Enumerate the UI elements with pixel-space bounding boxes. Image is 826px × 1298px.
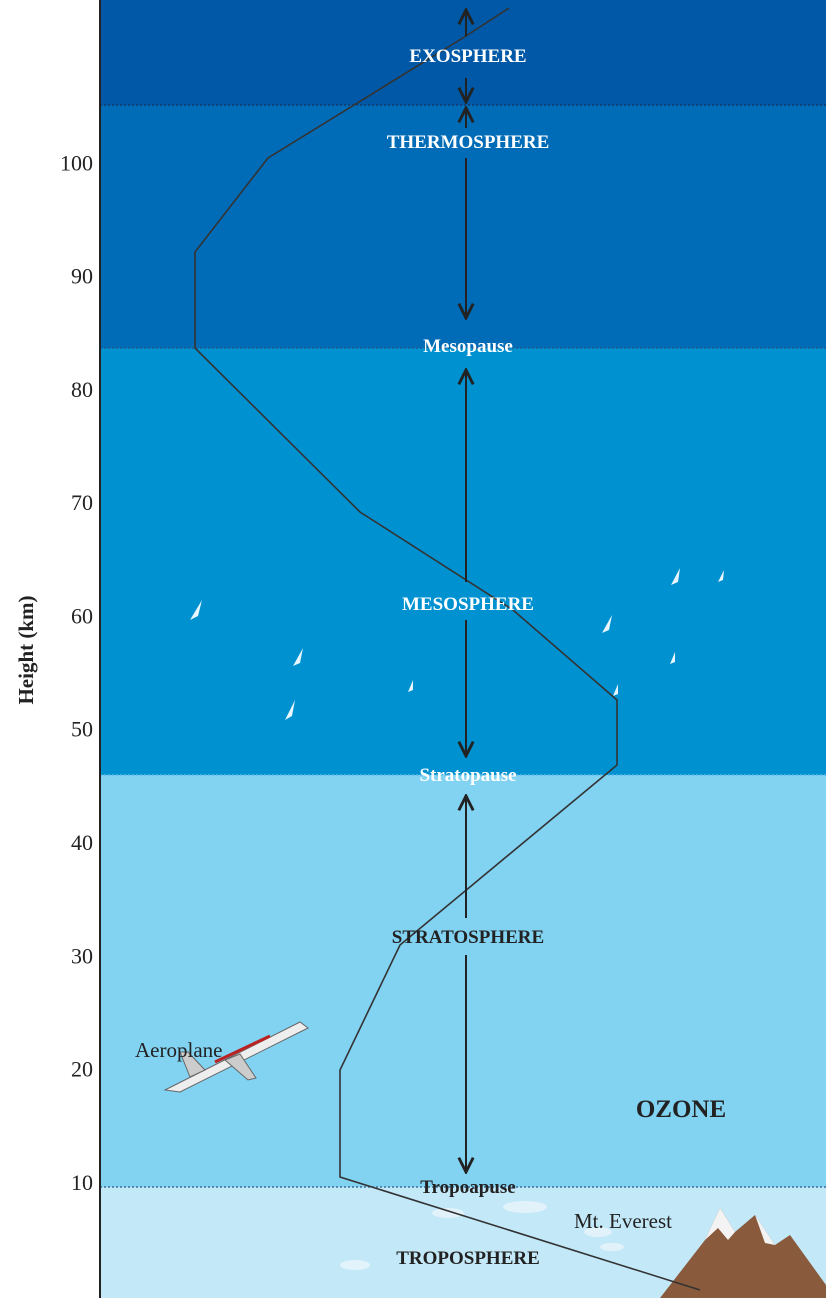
meteor — [671, 568, 680, 585]
cloud — [340, 1260, 370, 1270]
y-tick-label: 70 — [71, 490, 93, 515]
layer-label: EXOSPHERE — [409, 46, 526, 67]
meteor — [293, 648, 303, 666]
aeroplane-label: Aeroplane — [135, 1038, 222, 1062]
boundary-label: Mesopause — [423, 336, 513, 357]
meteor — [602, 615, 612, 633]
meteor — [613, 684, 618, 696]
cloud — [432, 1208, 464, 1218]
y-tick-label: 10 — [71, 1170, 93, 1195]
cloud — [600, 1243, 624, 1251]
meteors — [190, 568, 724, 720]
layer-label: THERMOSPHERE — [387, 132, 550, 153]
temperature-curve — [194, 7, 701, 1291]
y-tick-label: 100 — [60, 150, 93, 175]
meteor — [670, 652, 675, 664]
y-tick-label: 30 — [71, 943, 93, 968]
cloud — [584, 1227, 612, 1237]
y-ticks: 10 20 30 40 50 60 70 80 90 100 — [60, 150, 93, 1194]
boundary-lines — [100, 104, 826, 1188]
y-tick-label: 80 — [71, 377, 93, 402]
aeroplane — [163, 1021, 309, 1093]
cloud — [503, 1201, 547, 1213]
y-tick-label: 50 — [71, 717, 93, 742]
meteor — [285, 700, 295, 720]
layer-label: MESOSPHERE — [402, 594, 534, 615]
everest-label: Mt. Everest — [574, 1209, 672, 1233]
meteor — [190, 600, 202, 620]
y-tick-label: 60 — [71, 603, 93, 628]
y-tick-label: 90 — [71, 264, 93, 289]
meteor — [408, 680, 413, 692]
mountain — [660, 1208, 826, 1298]
y-tick-label: 40 — [71, 830, 93, 855]
ozone-label: OZONE — [636, 1096, 726, 1123]
layers — [100, 0, 826, 1298]
y-tick-label: 20 — [71, 1057, 93, 1082]
stratosphere-band — [100, 775, 826, 1187]
boundary-label: Stratopause — [419, 765, 516, 786]
mesosphere-band — [100, 348, 826, 775]
meteor — [718, 570, 724, 582]
layer-label: STRATOSPHERE — [392, 927, 544, 948]
layer-label: TROPOSPHERE — [396, 1248, 540, 1269]
boundary-label: Tropoapuse — [420, 1177, 515, 1198]
clouds — [340, 1201, 624, 1270]
axis-title: Height (km) — [14, 595, 38, 704]
